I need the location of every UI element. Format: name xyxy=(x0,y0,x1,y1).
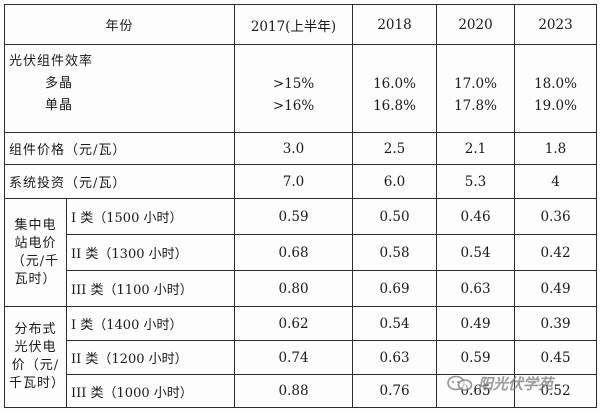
distributed-1-2017: 0.62 xyxy=(235,307,353,341)
centralized-1-2018: 0.50 xyxy=(353,199,437,235)
system-investment-2023: 4 xyxy=(515,165,597,199)
module-price-2018: 2.5 xyxy=(353,133,437,165)
poly-2023: 18.0% xyxy=(519,73,592,95)
distributed-class-1: I 类（1400 小时） xyxy=(67,307,235,341)
centralized-1-2020: 0.46 xyxy=(437,199,515,235)
centralized-row-1: 集中电 站电价 （元/千 瓦时） I 类（1500 小时） 0.59 0.50 … xyxy=(5,199,597,235)
mono-2023: 19.0% xyxy=(519,95,592,117)
year-col-1: 2017(上半年) xyxy=(235,5,353,45)
centralized-2-2023: 0.42 xyxy=(515,235,597,271)
distributed-2-2018: 0.63 xyxy=(353,341,437,375)
distributed-group-label: 分布式 光伏电 价（元/ 千瓦时） xyxy=(5,307,67,408)
centralized-2-2017: 0.68 xyxy=(235,235,353,271)
centralized-row-3: III 类（1100 小时） 0.80 0.69 0.63 0.49 xyxy=(5,271,597,307)
mono-2017: >16% xyxy=(239,95,348,117)
year-header: 年份 xyxy=(5,5,235,45)
poly-2017: >15% xyxy=(239,73,348,95)
distributed-3-2018: 0.76 xyxy=(353,375,437,408)
wechat-logo-icon xyxy=(446,374,474,392)
module-price-2020: 2.1 xyxy=(437,133,515,165)
centralized-class-1: I 类（1500 小时） xyxy=(67,199,235,235)
centralized-1-2023: 0.36 xyxy=(515,199,597,235)
module-price-label: 组件价格（元/瓦） xyxy=(5,133,235,165)
efficiency-poly-label: 多晶 xyxy=(9,73,230,95)
efficiency-cell-2020: 17.0% 17.8% xyxy=(437,45,515,133)
system-investment-2017: 7.0 xyxy=(235,165,353,199)
distributed-class-3: III 类（1000 小时） xyxy=(67,375,235,408)
watermark: 阳光伏学苑 xyxy=(446,368,596,398)
distributed-row-1: 分布式 光伏电 价（元/ 千瓦时） I 类（1400 小时） 0.62 0.54… xyxy=(5,307,597,341)
distributed-1-2020: 0.49 xyxy=(437,307,515,341)
module-price-row: 组件价格（元/瓦） 3.0 2.5 2.1 1.8 xyxy=(5,133,597,165)
system-investment-label: 系统投资（元/瓦） xyxy=(5,165,235,199)
system-investment-2020: 5.3 xyxy=(437,165,515,199)
distributed-1-2018: 0.54 xyxy=(353,307,437,341)
module-price-2017: 3.0 xyxy=(235,133,353,165)
centralized-2-2020: 0.54 xyxy=(437,235,515,271)
poly-2020: 17.0% xyxy=(441,73,510,95)
watermark-text: 阳光伏学苑 xyxy=(478,373,553,394)
efficiency-title: 光伏组件效率 xyxy=(9,51,230,73)
year-col-4: 2023 xyxy=(515,5,597,45)
system-investment-row: 系统投资（元/瓦） 7.0 6.0 5.3 4 xyxy=(5,165,597,199)
centralized-3-2017: 0.80 xyxy=(235,271,353,307)
year-col-2: 2018 xyxy=(353,5,437,45)
centralized-3-2020: 0.63 xyxy=(437,271,515,307)
distributed-2-2017: 0.74 xyxy=(235,341,353,375)
mono-2018: 16.8% xyxy=(357,95,432,117)
header-row: 年份 2017(上半年) 2018 2020 2023 xyxy=(5,5,597,45)
mono-2020: 17.8% xyxy=(441,95,510,117)
centralized-class-3: III 类（1100 小时） xyxy=(67,271,235,307)
efficiency-label-cell: 光伏组件效率 多晶 单晶 xyxy=(5,45,235,133)
efficiency-cell-2023: 18.0% 19.0% xyxy=(515,45,597,133)
distributed-class-2: II 类（1200 小时） xyxy=(67,341,235,375)
efficiency-row: 光伏组件效率 多晶 单晶 >15% >16% 16.0% 16.8% 17.0%… xyxy=(5,45,597,133)
centralized-2-2018: 0.58 xyxy=(353,235,437,271)
system-investment-2018: 6.0 xyxy=(353,165,437,199)
centralized-3-2018: 0.69 xyxy=(353,271,437,307)
centralized-1-2017: 0.59 xyxy=(235,199,353,235)
centralized-row-2: II 类（1300 小时） 0.68 0.58 0.54 0.42 xyxy=(5,235,597,271)
efficiency-cell-2017: >15% >16% xyxy=(235,45,353,133)
poly-2018: 16.0% xyxy=(357,73,432,95)
pv-cost-table: 年份 2017(上半年) 2018 2020 2023 光伏组件效率 多晶 单晶… xyxy=(4,4,597,408)
efficiency-cell-2018: 16.0% 16.8% xyxy=(353,45,437,133)
efficiency-mono-label: 单晶 xyxy=(9,95,230,117)
distributed-3-2017: 0.88 xyxy=(235,375,353,408)
year-col-3: 2020 xyxy=(437,5,515,45)
centralized-3-2023: 0.49 xyxy=(515,271,597,307)
distributed-1-2023: 0.39 xyxy=(515,307,597,341)
module-price-2023: 1.8 xyxy=(515,133,597,165)
centralized-group-label: 集中电 站电价 （元/千 瓦时） xyxy=(5,199,67,307)
centralized-class-2: II 类（1300 小时） xyxy=(67,235,235,271)
